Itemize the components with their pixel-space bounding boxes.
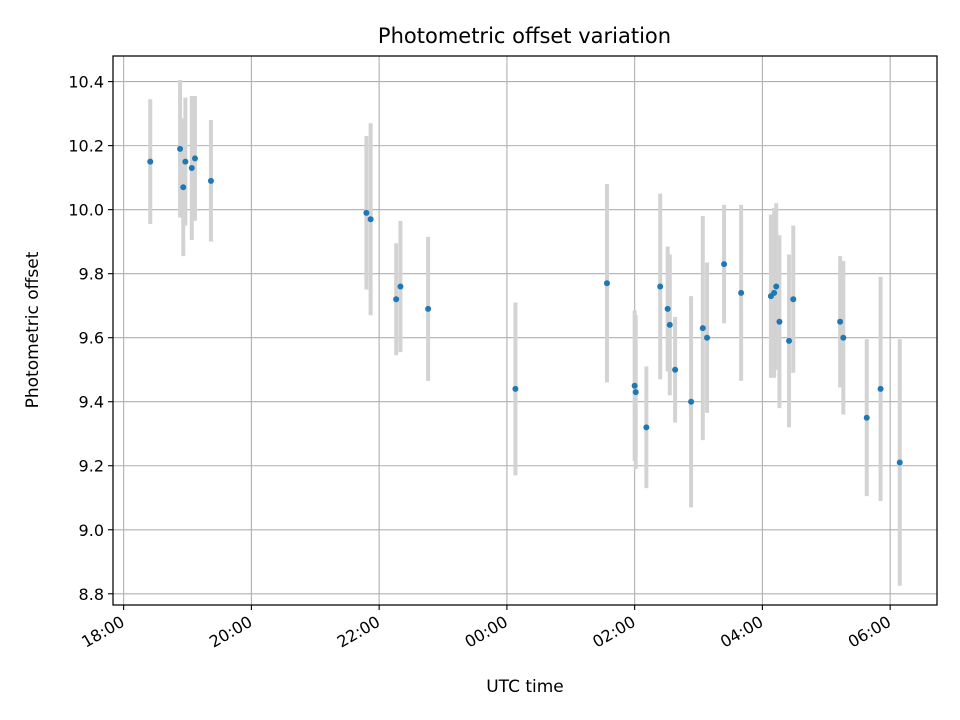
- error-bars: [148, 80, 902, 586]
- data-point: [840, 334, 847, 341]
- data-point: [721, 261, 728, 268]
- data-point: [877, 385, 884, 392]
- data-point: [771, 289, 778, 296]
- y-tick-label: 9.4: [79, 393, 104, 412]
- data-point: [188, 165, 195, 172]
- y-tick-label: 9.6: [79, 329, 104, 348]
- data-point: [367, 216, 374, 223]
- data-point: [837, 318, 844, 325]
- data-point: [704, 334, 711, 341]
- data-point: [657, 283, 664, 290]
- data-point: [643, 424, 650, 431]
- data-point: [393, 296, 400, 303]
- data-point: [177, 145, 184, 152]
- data-point: [666, 321, 673, 328]
- y-tick-label: 10.0: [68, 201, 104, 220]
- data-point: [863, 414, 870, 421]
- data-point: [699, 325, 706, 332]
- y-axis-label: Photometric offset: [23, 251, 43, 408]
- data-point: [688, 398, 695, 405]
- data-point: [776, 318, 783, 325]
- data-point: [180, 184, 187, 191]
- y-tick-label: 10.2: [68, 137, 104, 156]
- data-point: [632, 389, 639, 396]
- y-tick-label: 9.0: [79, 521, 104, 540]
- y-tick-label: 9.8: [79, 265, 104, 284]
- x-tick-label: 06:00: [845, 612, 894, 652]
- data-point: [603, 280, 610, 287]
- data-point: [397, 283, 404, 290]
- chart-title: Photometric offset variation: [378, 24, 671, 48]
- grid-lines: [113, 56, 937, 605]
- data-points: [147, 145, 903, 466]
- data-point: [773, 283, 780, 290]
- x-tick-label: 20:00: [206, 612, 255, 652]
- data-point: [147, 158, 154, 165]
- y-tick-label: 8.8: [79, 585, 104, 604]
- x-tick-label: 00:00: [461, 612, 510, 652]
- data-point: [363, 209, 370, 216]
- data-point: [738, 289, 745, 296]
- x-tick-label: 02:00: [589, 612, 638, 652]
- data-point: [672, 366, 679, 373]
- y-tick-label: 9.2: [79, 457, 104, 476]
- data-point: [664, 305, 671, 312]
- data-point: [182, 158, 189, 165]
- data-point: [512, 385, 519, 392]
- data-point: [425, 305, 432, 312]
- data-point: [896, 459, 903, 466]
- y-tick-label: 10.4: [68, 73, 104, 92]
- x-tick-label: 18:00: [78, 612, 127, 652]
- data-point: [631, 382, 638, 389]
- data-point: [191, 155, 198, 162]
- x-tick-label: 04:00: [717, 612, 766, 652]
- y-axis-ticks: 8.8 9.0 9.2 9.4 9.6 9.8 10.0 10.2 10.4: [68, 73, 113, 604]
- plot-frame: [112, 55, 938, 606]
- data-point: [207, 177, 214, 184]
- x-axis-ticks: 18:00 20:00 22:00 00:00 02:00 04:00 06:00: [78, 605, 894, 652]
- x-axis-label: UTC time: [486, 677, 564, 697]
- data-point: [786, 337, 793, 344]
- data-point: [790, 296, 797, 303]
- x-tick-label: 22:00: [334, 612, 383, 652]
